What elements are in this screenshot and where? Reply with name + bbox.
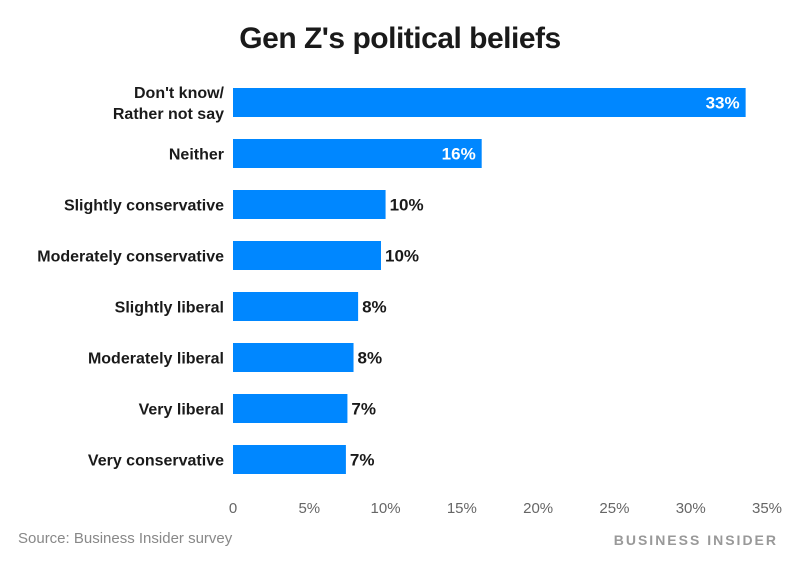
category-label: Don't know/ [134,85,225,102]
x-tick-label: 10% [371,500,401,517]
category-label: Very liberal [139,402,224,419]
x-tick-label: 15% [447,500,477,517]
data-label: 8% [358,349,383,368]
category-label: Moderately liberal [88,351,224,368]
bar [233,292,359,321]
chart-title: Gen Z's political beliefs [239,22,561,55]
source-note: Source: Business Insider survey [18,530,233,547]
x-tick-label: 20% [523,500,553,517]
data-label: 33% [706,94,740,113]
x-tick-label: 0 [229,500,237,517]
data-label: 10% [390,196,424,215]
data-label: 10% [385,247,419,266]
bar [233,394,348,423]
x-tick-label: 35% [752,500,782,517]
bar [233,343,354,372]
data-label: 7% [350,451,375,470]
data-label: 16% [442,145,476,164]
category-label: Very conservative [88,453,224,470]
bar [233,445,346,474]
x-tick-label: 25% [599,500,629,517]
category-label: Rather not say [113,106,224,123]
x-tick-label: 30% [676,500,706,517]
category-label: Moderately conservative [37,249,224,266]
x-tick-label: 5% [298,500,320,517]
bar [233,190,386,219]
brand-logo: BUSINESS INSIDER [613,532,778,548]
bar [233,241,381,270]
category-label: Slightly conservative [64,198,224,215]
category-label: Neither [169,147,224,164]
bar [233,88,746,117]
bar [233,139,482,168]
data-label: 8% [362,298,387,317]
category-label: Slightly liberal [115,300,224,317]
data-label: 7% [351,400,376,419]
